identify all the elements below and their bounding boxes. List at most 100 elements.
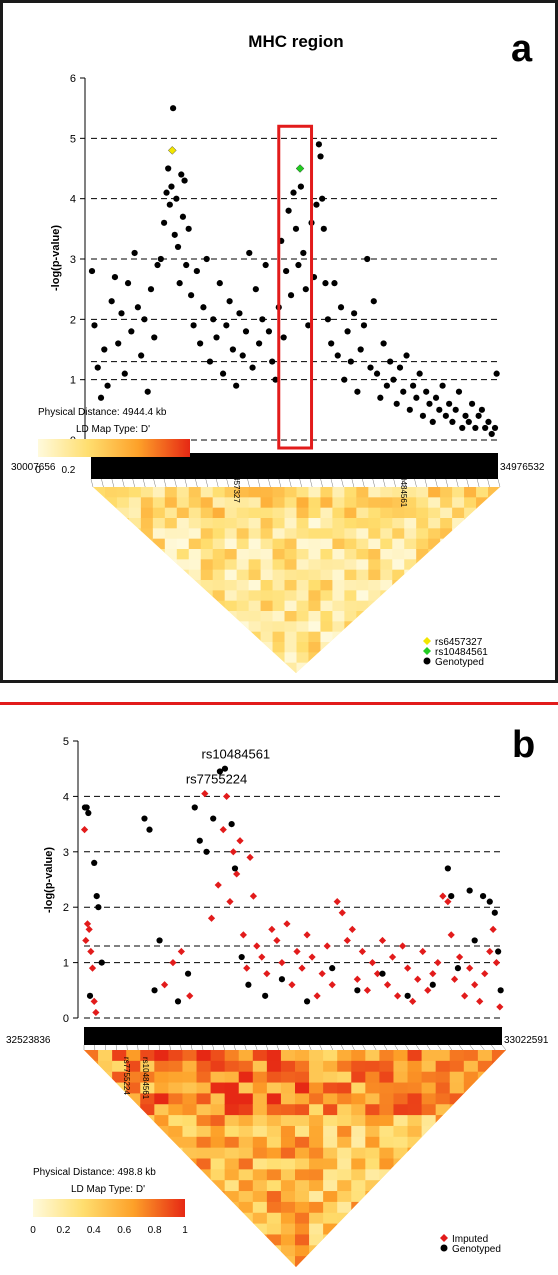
ld-heatmap-cell <box>379 1104 394 1116</box>
ld-heatmap-cell <box>98 1245 113 1257</box>
ld-heatmap-cell <box>116 487 130 498</box>
ld-heatmap-cell <box>404 497 417 509</box>
ld-heatmap-cell <box>188 487 202 498</box>
genotyped-point <box>475 412 482 419</box>
ld-heatmap-cell <box>93 559 106 571</box>
highlight-box <box>277 124 314 450</box>
genotyped-point <box>466 887 473 894</box>
ld-heatmap-cell <box>368 631 381 643</box>
ld-heatmap-cell <box>104 518 118 529</box>
ld-scale-bar <box>38 439 190 457</box>
ld-heatmap-cell <box>323 1050 338 1062</box>
ld-heatmap-cell <box>200 487 214 498</box>
ld-heatmap-cell <box>182 1104 198 1116</box>
genotyped-point <box>246 249 253 257</box>
ld-heatmap-cell <box>356 559 369 571</box>
imputed-point <box>383 981 392 989</box>
genotyped-point <box>334 352 341 359</box>
ld-heatmap-cell <box>93 662 106 673</box>
ld-heatmap-cell <box>491 1223 506 1235</box>
ld-heatmap-cell <box>464 549 477 560</box>
ld-heatmap-cell <box>332 497 345 509</box>
ld-heatmap-cell <box>126 1115 141 1127</box>
ld-heatmap-cell <box>260 507 274 519</box>
genotyped-point <box>426 400 433 407</box>
ld-heatmap-cell <box>196 1071 212 1084</box>
ld-heatmap-cell <box>248 621 262 633</box>
ld-heatmap-cell <box>320 590 333 602</box>
ld-heatmap-cell <box>224 518 238 529</box>
ld-heatmap-cell <box>323 1223 338 1235</box>
ld-heatmap-cell <box>280 1050 296 1062</box>
ld-heatmap-cell <box>344 652 357 664</box>
snp-connector-line <box>330 1044 334 1051</box>
ld-heatmap-cell <box>140 580 154 591</box>
ld-heatmap-cell <box>152 528 166 540</box>
ld-heatmap-cell <box>393 1082 409 1094</box>
ld-heatmap-cell <box>452 528 465 540</box>
genotyped-point <box>390 376 397 383</box>
ld-heatmap-cell <box>477 1147 493 1159</box>
snp-connector-line <box>287 1044 290 1051</box>
ld-heatmap-cell <box>93 590 106 602</box>
ld-heatmap-cell <box>344 549 357 560</box>
ld-heatmap-cell <box>296 538 309 550</box>
ld-heatmap-cell <box>368 559 381 571</box>
ld-heatmap-cell <box>212 611 226 622</box>
ld-heatmap-cell <box>182 1125 198 1138</box>
ld-heatmap-cell <box>332 662 345 673</box>
snp-connector-line <box>153 478 156 488</box>
imputed-point <box>378 936 387 945</box>
ld-heatmap-cell <box>126 1071 141 1084</box>
genotyped-point <box>95 904 102 911</box>
ld-heatmap-cell <box>440 528 453 540</box>
ld-heatmap-cell <box>210 1082 226 1094</box>
ld-heatmap-cell <box>452 590 465 602</box>
imputed-point <box>318 970 326 978</box>
ld-heatmap-cell <box>488 590 500 602</box>
imputed-point <box>333 898 341 906</box>
imputed-point <box>80 826 89 834</box>
ld-heatmap-cell <box>449 1104 465 1116</box>
imputed-point <box>288 981 296 989</box>
ld-heatmap-cell <box>477 1093 493 1105</box>
ld-heatmap-cell <box>182 1136 198 1149</box>
ld-heatmap-cell <box>428 507 441 519</box>
ld-heatmap-cell <box>116 580 130 591</box>
ld-scale-tick-label: 0.6 <box>122 465 136 476</box>
ld-heatmap-cell <box>200 621 214 633</box>
ld-heatmap-cell <box>284 621 297 633</box>
ld-heatmap-cell <box>212 631 226 643</box>
imputed-point <box>236 837 244 845</box>
genotyped-point <box>168 183 175 190</box>
ld-heatmap-cell <box>491 1115 506 1127</box>
ld-heatmap-cell <box>416 590 429 602</box>
ld-heatmap-cell <box>84 1256 99 1267</box>
ld-heatmap-cell <box>104 631 118 643</box>
genotyped-point <box>429 981 436 988</box>
ld-heatmap-cell <box>463 1125 479 1138</box>
ld-heatmap-cell <box>168 1093 183 1105</box>
ld-heatmap-cell <box>224 528 238 540</box>
ld-heatmap-cell <box>295 1147 310 1159</box>
chart-b: b012345-log(p-value)rs7755224rs104845613… <box>6 724 549 1267</box>
genotyped-point <box>472 424 479 432</box>
snp-connector-line <box>480 1044 485 1051</box>
imputed-point <box>273 936 281 945</box>
ld-heatmap-cell <box>182 1082 198 1094</box>
heatmap-snp-label: rs7755224 <box>122 1057 131 1095</box>
ld-heatmap-cell <box>380 621 393 633</box>
ld-heatmap-cell <box>449 1212 465 1225</box>
imputed-point <box>258 953 266 961</box>
ld-heatmap-cell <box>309 1060 324 1073</box>
ld-heatmap-cell <box>200 528 214 540</box>
ld-heatmap-cell <box>140 538 154 550</box>
ld-heatmap-cell <box>248 538 262 550</box>
genotyped-point <box>436 406 443 413</box>
ld-heatmap-cell <box>164 590 178 602</box>
genotyped-point <box>315 141 323 148</box>
ld-heatmap-cell <box>176 631 190 643</box>
genotyped-point <box>429 418 436 425</box>
ld-heatmap-cell <box>188 580 202 591</box>
genotyped-point <box>88 267 96 275</box>
